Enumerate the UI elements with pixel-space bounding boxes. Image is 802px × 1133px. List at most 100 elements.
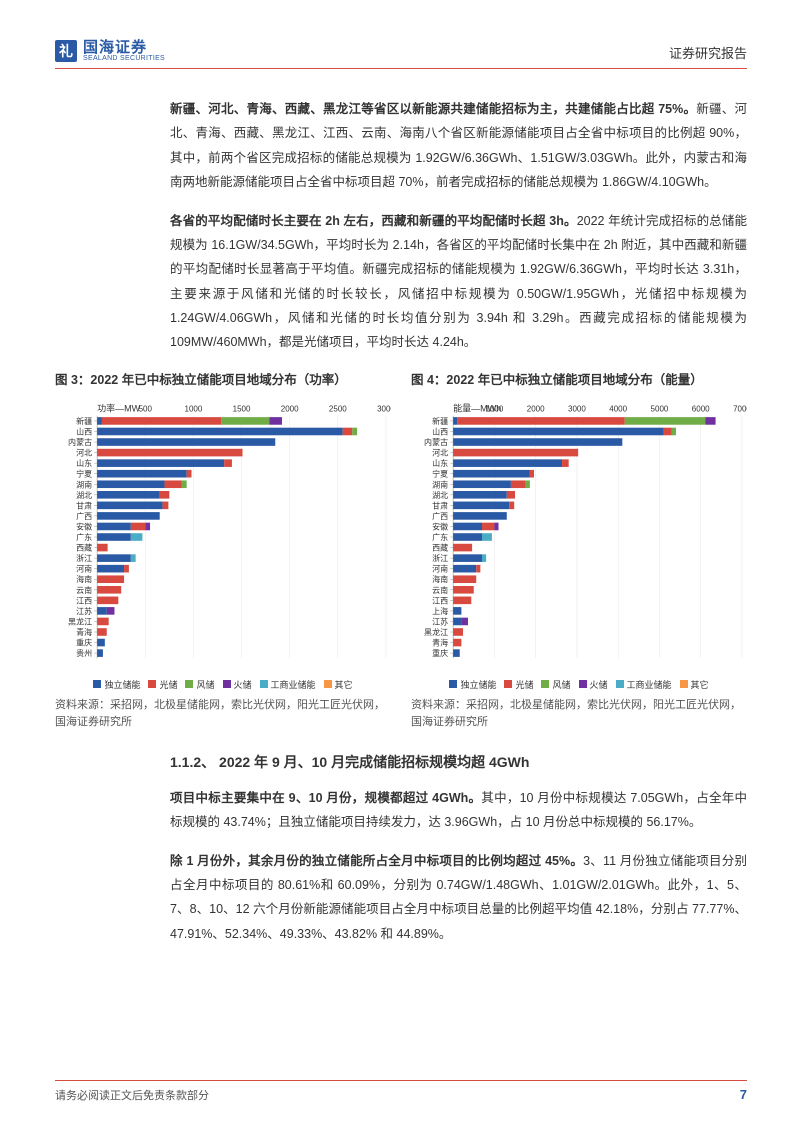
page-number: 7	[740, 1087, 747, 1103]
para2-rest: 2022 年统计完成招标的总储能规模为 16.1GW/34.5GWh，平均时长为…	[170, 214, 747, 350]
svg-text:2000: 2000	[281, 404, 299, 413]
svg-text:5000: 5000	[651, 404, 669, 413]
paragraph-2: 各省的平均配储时长主要在 2h 左右，西藏和新疆的平均配储时长超 3h。2022…	[170, 209, 747, 355]
legend-item: 火储	[579, 678, 608, 691]
svg-text:云南: 云南	[76, 585, 92, 595]
svg-text:西藏: 西藏	[432, 542, 448, 552]
para2-bold: 各省的平均配储时长主要在 2h 左右，西藏和新疆的平均配储时长超 3h。	[170, 214, 577, 228]
svg-text:500: 500	[139, 404, 153, 413]
svg-text:2500: 2500	[329, 404, 347, 413]
legend-item: 风储	[185, 678, 214, 691]
source-row: 资料来源：采招网，北极星储能网，索比光伏网，阳光工匠光伏网，国海证券研究所 资料…	[55, 695, 747, 732]
legend-item: 光储	[504, 678, 533, 691]
svg-text:黑龙江: 黑龙江	[424, 627, 448, 637]
svg-text:湖北: 湖北	[76, 491, 92, 500]
svg-text:江西: 江西	[432, 596, 448, 605]
logo-block: 礼 国海证券 SEALAND SECURITIES	[55, 40, 165, 62]
svg-text:江西: 江西	[76, 596, 92, 605]
svg-text:河南: 河南	[76, 563, 92, 573]
svg-text:2000: 2000	[527, 404, 545, 413]
chart4-source: 资料来源：采招网，北极星储能网，索比光伏网，阳光工匠光伏网，国海证券研究所	[411, 697, 747, 732]
svg-text:浙江: 浙江	[432, 553, 448, 563]
svg-text:山西: 山西	[432, 426, 448, 436]
svg-text:3000: 3000	[568, 404, 586, 413]
para3-bold: 项目中标主要集中在 9、10 月份，规模都超过 4GWh。	[170, 791, 481, 805]
svg-text:山西: 山西	[76, 426, 92, 436]
section-heading: 1.1.2、 2022 年 9 月、10 月完成储能招标规模均超 4GWh	[170, 752, 747, 772]
svg-text:宁夏: 宁夏	[432, 468, 448, 478]
svg-text:河北: 河北	[432, 447, 448, 457]
chart3-box: 功率—MW50010001500200025003000新疆山西内蒙古河北山东宁…	[55, 392, 391, 691]
paragraph-1: 新疆、河北、青海、西藏、黑龙江等省区以新能源共建储能招标为主，共建储能占比超 7…	[170, 97, 747, 195]
svg-text:1500: 1500	[233, 404, 251, 413]
legend-item: 独立储能	[93, 678, 140, 691]
logo-en: SEALAND SECURITIES	[83, 55, 165, 62]
charts-header-row: 图 3：2022 年已中标独立储能项目地域分布（功率） 图 4：2022 年已中…	[55, 369, 747, 388]
paragraph-4: 除 1 月份外，其余月份的独立储能所占全月中标项目的比例均超过 45%。3、11…	[170, 849, 747, 947]
charts-row: 功率—MW50010001500200025003000新疆山西内蒙古河北山东宁…	[55, 392, 747, 691]
svg-text:上海: 上海	[432, 606, 448, 616]
legend-item: 光储	[148, 678, 177, 691]
svg-text:安徽: 安徽	[432, 521, 448, 531]
svg-text:安徽: 安徽	[76, 521, 92, 531]
svg-text:内蒙古: 内蒙古	[68, 437, 92, 447]
chart4-box: 能量—MWh1000200030004000500060007000新疆山西内蒙…	[411, 392, 747, 691]
svg-text:7000: 7000	[733, 404, 747, 413]
svg-text:海南: 海南	[76, 574, 92, 584]
paragraph-3: 项目中标主要集中在 9、10 月份，规模都超过 4GWh。其中，10 月份中标规…	[170, 786, 747, 835]
chart3-title: 图 3：2022 年已中标独立储能项目地域分布（功率）	[55, 369, 391, 388]
svg-text:1000: 1000	[485, 404, 503, 413]
chart3-legend: 独立储能光储风储火储工商业储能其它	[55, 678, 391, 691]
para1-bold: 新疆、河北、青海、西藏、黑龙江等省区以新能源共建储能招标为主，共建储能占比超 7…	[170, 102, 696, 116]
svg-text:青海: 青海	[76, 627, 92, 637]
svg-text:广西: 广西	[432, 511, 448, 521]
svg-text:山东: 山东	[432, 458, 448, 468]
chart4-title: 图 4：2022 年已中标独立储能项目地域分布（能量）	[411, 369, 747, 388]
svg-text:广东: 广东	[432, 532, 448, 542]
main-content: 新疆、河北、青海、西藏、黑龙江等省区以新能源共建储能招标为主，共建储能占比超 7…	[55, 97, 747, 355]
logo-cn: 国海证券	[83, 40, 165, 55]
logo-icon: 礼	[55, 40, 77, 62]
legend-item: 其它	[324, 678, 353, 691]
svg-text:湖北: 湖北	[432, 491, 448, 500]
svg-text:江苏: 江苏	[432, 616, 448, 626]
svg-text:黑龙江: 黑龙江	[68, 616, 92, 626]
svg-text:湖南: 湖南	[432, 479, 448, 489]
svg-text:4000: 4000	[609, 404, 627, 413]
svg-text:功率—MW: 功率—MW	[97, 402, 141, 413]
svg-text:江苏: 江苏	[76, 606, 92, 616]
svg-text:广西: 广西	[76, 511, 92, 521]
svg-text:甘肃: 甘肃	[76, 500, 92, 510]
svg-text:贵州: 贵州	[76, 648, 92, 658]
svg-text:甘肃: 甘肃	[432, 500, 448, 510]
svg-text:湖南: 湖南	[76, 479, 92, 489]
svg-text:广东: 广东	[76, 532, 92, 542]
svg-text:海南: 海南	[432, 574, 448, 584]
svg-text:重庆: 重庆	[432, 648, 448, 658]
svg-text:3000: 3000	[377, 404, 391, 413]
chart3-source: 资料来源：采招网，北极星储能网，索比光伏网，阳光工匠光伏网，国海证券研究所	[55, 697, 391, 732]
chart3-svg: 功率—MW50010001500200025003000新疆山西内蒙古河北山东宁…	[55, 392, 391, 672]
svg-text:6000: 6000	[692, 404, 710, 413]
legend-item: 工商业储能	[616, 678, 672, 691]
svg-text:河南: 河南	[432, 563, 448, 573]
legend-item: 独立储能	[449, 678, 496, 691]
svg-text:西藏: 西藏	[76, 542, 92, 552]
svg-text:云南: 云南	[432, 585, 448, 595]
chart4-legend: 独立储能光储风储火储工商业储能其它	[411, 678, 747, 691]
svg-text:内蒙古: 内蒙古	[424, 437, 448, 447]
para4-bold: 除 1 月份外，其余月份的独立储能所占全月中标项目的比例均超过 45%。	[170, 854, 583, 868]
svg-text:重庆: 重庆	[76, 637, 92, 647]
legend-item: 风储	[541, 678, 570, 691]
chart4-svg: 能量—MWh1000200030004000500060007000新疆山西内蒙…	[411, 392, 747, 672]
lower-content: 1.1.2、 2022 年 9 月、10 月完成储能招标规模均超 4GWh 项目…	[55, 752, 747, 946]
svg-text:河北: 河北	[76, 447, 92, 457]
svg-text:山东: 山东	[76, 458, 92, 468]
page-footer: 请务必阅读正文后免责条款部分 7	[55, 1080, 747, 1103]
svg-text:新疆: 新疆	[432, 416, 448, 426]
svg-text:青海: 青海	[432, 637, 448, 647]
svg-text:宁夏: 宁夏	[76, 468, 92, 478]
logo-text: 国海证券 SEALAND SECURITIES	[83, 40, 165, 62]
svg-text:新疆: 新疆	[76, 416, 92, 426]
svg-text:浙江: 浙江	[76, 553, 92, 563]
